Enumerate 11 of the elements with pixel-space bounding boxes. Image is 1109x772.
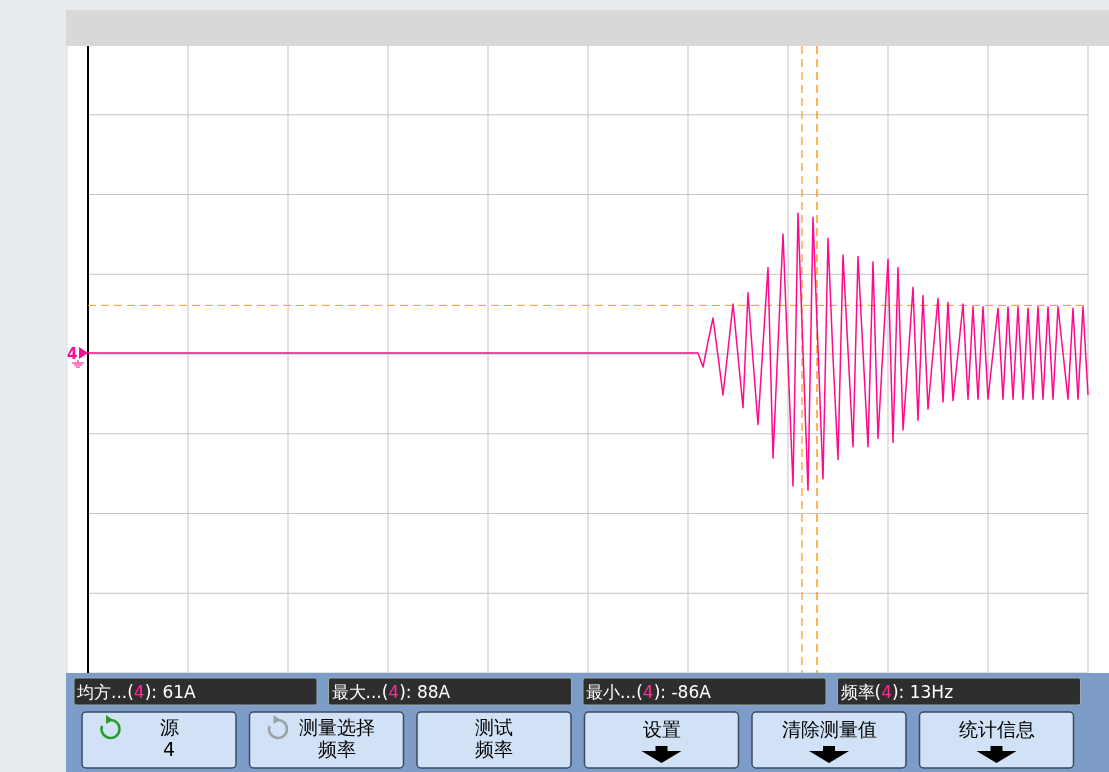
text: 最大...(4): 88A [331,682,451,702]
text: 4 [67,345,78,363]
text: 最小...(4): -86A [586,682,712,702]
text: 设置 [642,718,681,740]
text: 测试频率 [475,716,513,760]
text: 统计信息 [958,718,1035,740]
text: 清除测量值 [781,718,877,740]
text: 源4 [159,716,179,760]
text: 均方...(4): 61A [76,682,197,702]
text: 测量选择频率 [298,716,375,760]
text: 频率(4): 13Hz [840,682,954,702]
